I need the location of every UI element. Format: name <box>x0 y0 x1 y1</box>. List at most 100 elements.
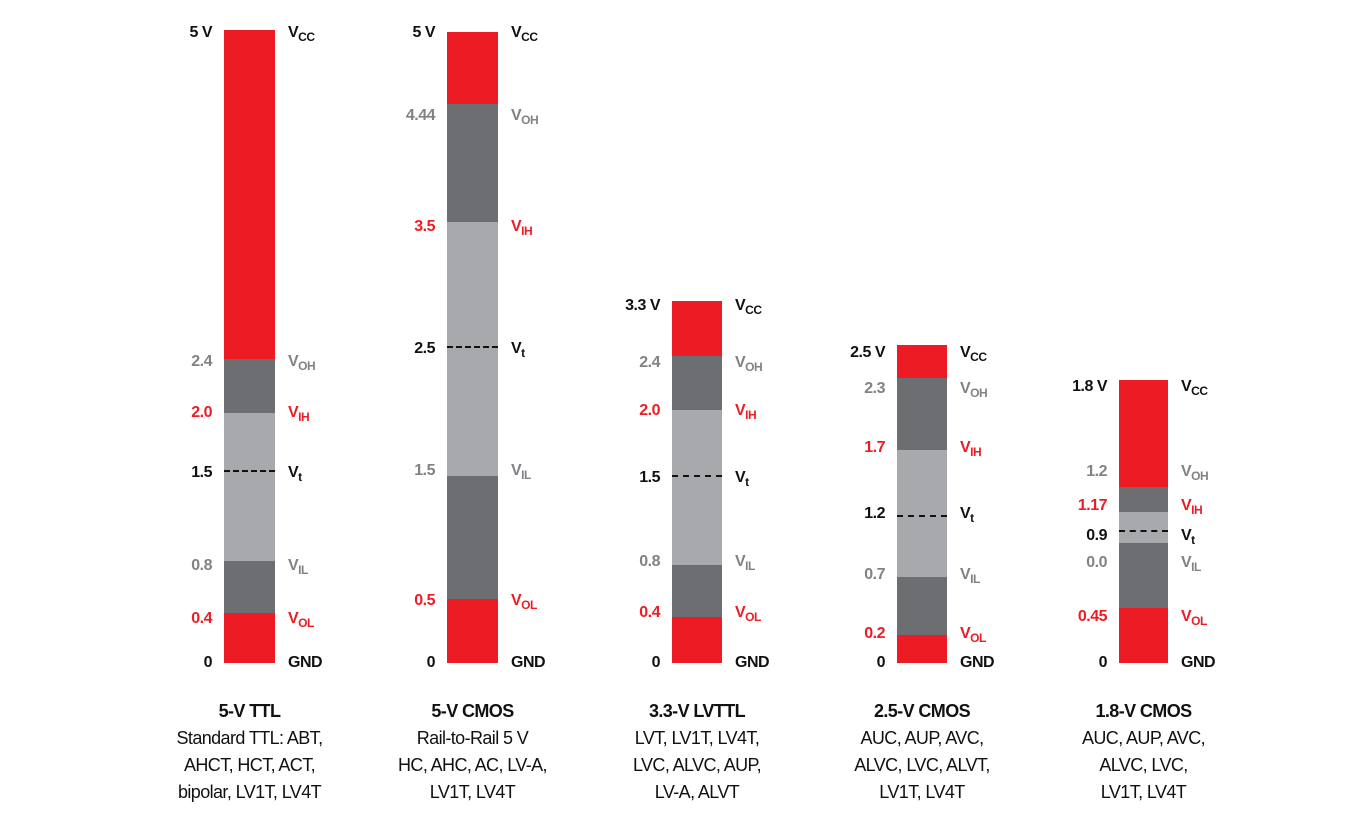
threshold-band <box>897 450 947 577</box>
voltage-value-label: 5 V <box>189 24 212 41</box>
threshold-dashed-line <box>897 515 947 517</box>
voltage-value-label: 0 <box>426 654 436 671</box>
device-list-line: Rail-to-Rail 5 V <box>416 728 529 748</box>
family-title: 5-V TTL <box>218 701 281 721</box>
level-name-label: VCC <box>288 24 315 44</box>
threshold-band <box>1119 512 1168 543</box>
device-list-line: AUC, AUP, AVC, <box>860 728 985 748</box>
level-name-label: VIL <box>511 462 531 482</box>
level-name-label: VIH <box>288 404 310 424</box>
voltage-value-label: 1.2 <box>1086 463 1107 480</box>
level-name-label: Vt <box>960 505 974 525</box>
threshold-dashed-line <box>447 346 498 348</box>
device-list-line: LVT, LV1T, LV4T, <box>634 728 760 748</box>
voltage-value-label: 0 <box>203 654 213 671</box>
level-name-label: VCC <box>1181 378 1208 398</box>
level-name-label: GND <box>1181 654 1216 671</box>
low-transition-band <box>1119 543 1168 608</box>
level-name-label: VOL <box>511 592 537 612</box>
voltage-value-label: 3.5 <box>414 218 435 235</box>
high-transition-band <box>672 356 722 410</box>
level-name-label: VOH <box>735 354 763 374</box>
low-transition-band <box>224 561 275 613</box>
level-name-label: VOL <box>735 604 761 624</box>
voltage-value-label: 2.0 <box>639 402 660 419</box>
high-transition-band <box>447 104 498 222</box>
level-name-label: VIL <box>288 557 308 577</box>
level-name-label: VCC <box>511 24 538 44</box>
level-name-label: VOH <box>1181 463 1209 483</box>
level-name-label: Vt <box>288 464 302 484</box>
level-name-label: VOH <box>288 353 316 373</box>
voltage-value-label: 0 <box>876 654 886 671</box>
device-list-line: ALVC, LVC, ALVT, <box>854 755 990 775</box>
voltage-value-label: 1.8 V <box>1072 378 1107 395</box>
voltage-value-label: 5 V <box>412 24 435 41</box>
low-output-band <box>672 617 722 663</box>
high-transition-band <box>1119 487 1168 512</box>
device-list-line: LV1T, LV4T <box>1100 782 1187 802</box>
device-list-line: LV-A, ALVT <box>654 782 740 802</box>
voltage-value-label: 0.8 <box>639 553 660 570</box>
threshold-dashed-line <box>224 470 275 472</box>
device-list-line: bipolar, LV1T, LV4T <box>177 782 322 802</box>
level-name-label: VIL <box>735 553 755 573</box>
voltage-value-label: 0.0 <box>1086 554 1107 571</box>
level-name-label: VIH <box>1181 497 1203 517</box>
voltage-value-label: 2.4 <box>191 353 212 370</box>
voltage-value-label: 1.5 <box>639 469 660 486</box>
voltage-value-label: 0.4 <box>191 610 212 627</box>
high-output-band <box>1119 380 1168 487</box>
low-transition-band <box>672 565 722 617</box>
voltage-value-label: 0.9 <box>1086 527 1107 544</box>
level-name-label: VCC <box>735 297 762 317</box>
family-title: 1.8-V CMOS <box>1095 701 1192 721</box>
voltage-value-label: 3.3 V <box>625 297 660 314</box>
voltage-value-label: 0.5 <box>414 592 435 609</box>
low-output-band <box>897 635 947 663</box>
high-output-band <box>447 32 498 104</box>
threshold-band <box>672 410 722 565</box>
low-output-band <box>224 613 275 663</box>
voltage-value-label: 1.17 <box>1077 497 1108 514</box>
level-name-label: VCC <box>960 344 987 364</box>
family-caption: 5-V CMOS Rail-to-Rail 5 V HC, AHC, AC, LV-… <box>358 698 588 806</box>
threshold-band <box>447 222 498 476</box>
voltage-value-label: 2.5 V <box>850 344 885 361</box>
level-name-label: VOL <box>1181 608 1207 628</box>
level-name-label: VOH <box>511 107 539 127</box>
family-caption: 3.3-V LVTTL LVT, LV1T, LV4T, LVC, ALVC, AU… <box>582 698 812 806</box>
low-transition-band <box>447 476 498 599</box>
voltage-value-label: 1.7 <box>864 439 885 456</box>
level-name-label: VIH <box>960 439 982 459</box>
device-list-line: LV1T, LV4T <box>429 782 516 802</box>
level-name-label: GND <box>511 654 546 671</box>
threshold-dashed-line <box>672 475 722 477</box>
device-list-line: AUC, AUP, AVC, <box>1082 728 1206 748</box>
level-name-label: VIH <box>511 218 533 238</box>
high-output-band <box>672 301 722 356</box>
voltage-value-label: 2.3 <box>864 380 885 397</box>
voltage-value-label: 0.4 <box>639 604 660 621</box>
level-name-label: Vt <box>1181 527 1195 547</box>
level-name-label: VOL <box>288 610 314 630</box>
level-name-label: VOL <box>960 625 986 645</box>
level-name-label: VOH <box>960 380 988 400</box>
level-name-label: GND <box>735 654 770 671</box>
device-list-line: LV1T, LV4T <box>879 782 965 802</box>
threshold-dashed-line <box>1119 530 1168 532</box>
voltage-value-label: 2.5 <box>414 340 435 357</box>
high-output-band <box>224 30 275 359</box>
voltage-value-label: 0.2 <box>864 625 885 642</box>
voltage-value-label: 0 <box>651 654 661 671</box>
voltage-value-label: 2.0 <box>191 404 212 421</box>
level-name-label: VIH <box>735 402 757 422</box>
level-name-label: VIL <box>960 566 980 586</box>
low-output-band <box>1119 608 1168 663</box>
high-transition-band <box>224 359 275 413</box>
family-title: 2.5-V CMOS <box>873 701 971 721</box>
voltage-value-label: 4.44 <box>405 107 436 124</box>
voltage-value-label: 1.5 <box>191 464 212 481</box>
low-transition-band <box>897 577 947 635</box>
level-name-label: GND <box>288 654 323 671</box>
